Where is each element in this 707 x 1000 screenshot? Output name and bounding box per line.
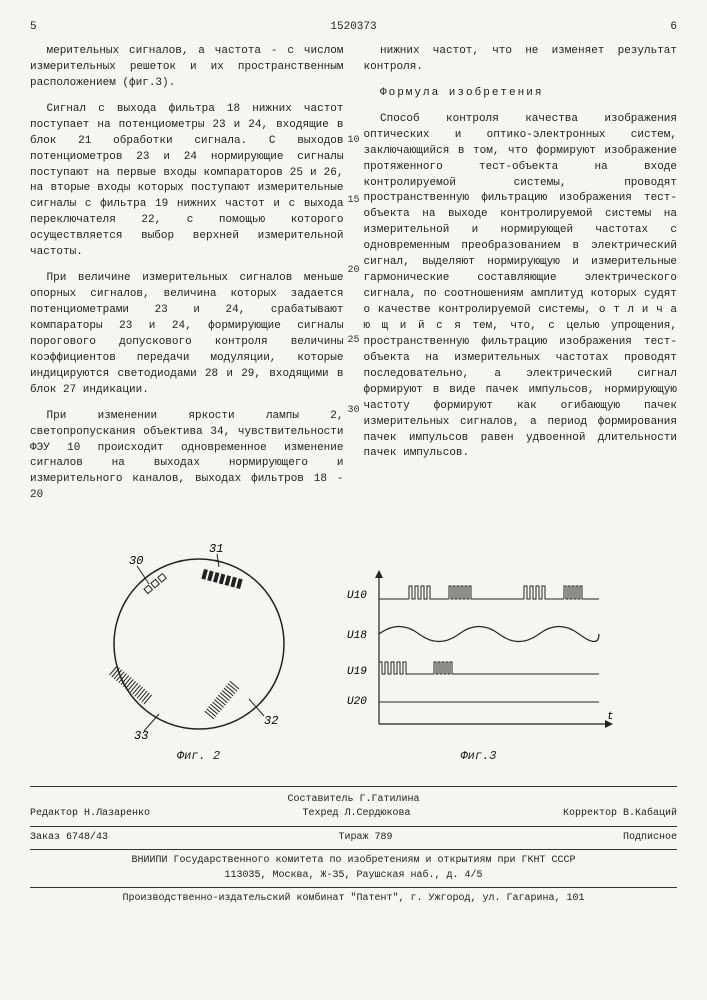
fig2-label-31: 31 [209, 542, 223, 556]
corrector: Корректор В.Кабаций [563, 807, 677, 822]
para: мерительных сигналов, а частота - с числ… [30, 44, 344, 92]
text-columns: мерительных сигналов, а частота - с числ… [30, 44, 677, 514]
figure-3: t U10 U18 U19 [339, 564, 619, 765]
para: Сигнал с выхода фильтра 18 нижних частот… [30, 102, 344, 261]
t-axis-label: t [607, 711, 614, 723]
fig2-label-30: 30 [129, 554, 143, 568]
podpisnoe: Подписное [623, 831, 677, 846]
org2: 113035, Москва, Ж-35, Раушская наб., д. … [30, 869, 677, 884]
compiler: Составитель Г.Гатилина [30, 793, 677, 808]
figure-2: 30 31 32 33 Фиг. 2 [89, 534, 309, 765]
tirazh: Тираж 789 [338, 831, 392, 846]
line-marker: 20 [347, 264, 359, 279]
left-column: мерительных сигналов, а частота - с числ… [30, 44, 344, 514]
line-marker: 25 [347, 334, 359, 349]
formula-title: Формула изобретения [364, 86, 678, 102]
para: При величине измерительных сигналов мень… [30, 271, 344, 399]
fig2-svg: 30 31 32 33 [89, 534, 309, 744]
figures-row: 30 31 32 33 Фиг. 2 t U10 [30, 534, 677, 765]
fig3-svg: t U10 U18 U19 [339, 564, 619, 744]
right-column: нижних частот, что не изменяет результат… [364, 44, 678, 514]
footer: Составитель Г.Гатилина Редактор Н.Лазаре… [30, 786, 677, 907]
signal-u10: U10 [347, 590, 367, 602]
signal-u20: U20 [347, 696, 367, 708]
order: Заказ 6748/43 [30, 831, 108, 846]
page-header: 5 1520373 6 [30, 20, 677, 36]
tech: Техред Л.Сердюкова [302, 807, 410, 822]
org3: Производственно-издательский комбинат "П… [30, 892, 677, 907]
para: При изменении яркости лампы 2, светопроп… [30, 409, 344, 505]
page-left: 5 [30, 20, 70, 36]
doc-number: 1520373 [70, 20, 637, 36]
org1: ВНИИПИ Государственного комитета по изоб… [30, 854, 677, 869]
text-columns-wrap: мерительных сигналов, а частота - с числ… [30, 44, 677, 514]
line-marker: 15 [347, 194, 359, 209]
para: Способ контроля качества изображения опт… [364, 112, 678, 463]
page-right: 6 [637, 20, 677, 36]
para: нижних частот, что не изменяет результат… [364, 44, 678, 76]
line-marker: 30 [347, 404, 359, 419]
signal-u18: U18 [347, 630, 367, 642]
fig2-caption: Фиг. 2 [89, 748, 309, 765]
editor: Редактор Н.Лазаренко [30, 807, 150, 822]
fig3-caption: Фиг.3 [339, 748, 619, 765]
fig2-label-32: 32 [264, 714, 278, 728]
signal-u19: U19 [347, 666, 367, 678]
line-marker: 10 [347, 134, 359, 149]
fig2-label-33: 33 [134, 729, 148, 743]
